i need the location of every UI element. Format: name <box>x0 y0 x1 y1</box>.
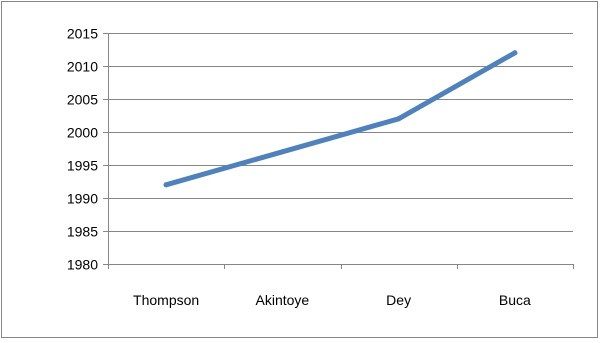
data-point <box>512 50 518 56</box>
data-point <box>279 149 285 155</box>
y-tick-label: 2005 <box>67 92 98 108</box>
y-tick-label: 1980 <box>67 257 98 273</box>
chart-border <box>1 1 598 338</box>
series-line <box>163 50 518 188</box>
y-tick-label: 1990 <box>67 191 98 207</box>
x-tick-label: Dey <box>386 292 411 308</box>
y-tick-label: 2015 <box>67 26 98 42</box>
y-tick-label: 1985 <box>67 224 98 240</box>
x-tick-label: Thompson <box>133 292 199 308</box>
x-tick-label: Buca <box>499 292 531 308</box>
y-tick-label: 1995 <box>67 158 98 174</box>
y-tick-label: 2000 <box>67 125 98 141</box>
y-tick-label: 2010 <box>67 59 98 75</box>
x-tick-label: Akintoye <box>256 292 310 308</box>
data-point <box>396 116 402 122</box>
data-point <box>163 182 169 188</box>
